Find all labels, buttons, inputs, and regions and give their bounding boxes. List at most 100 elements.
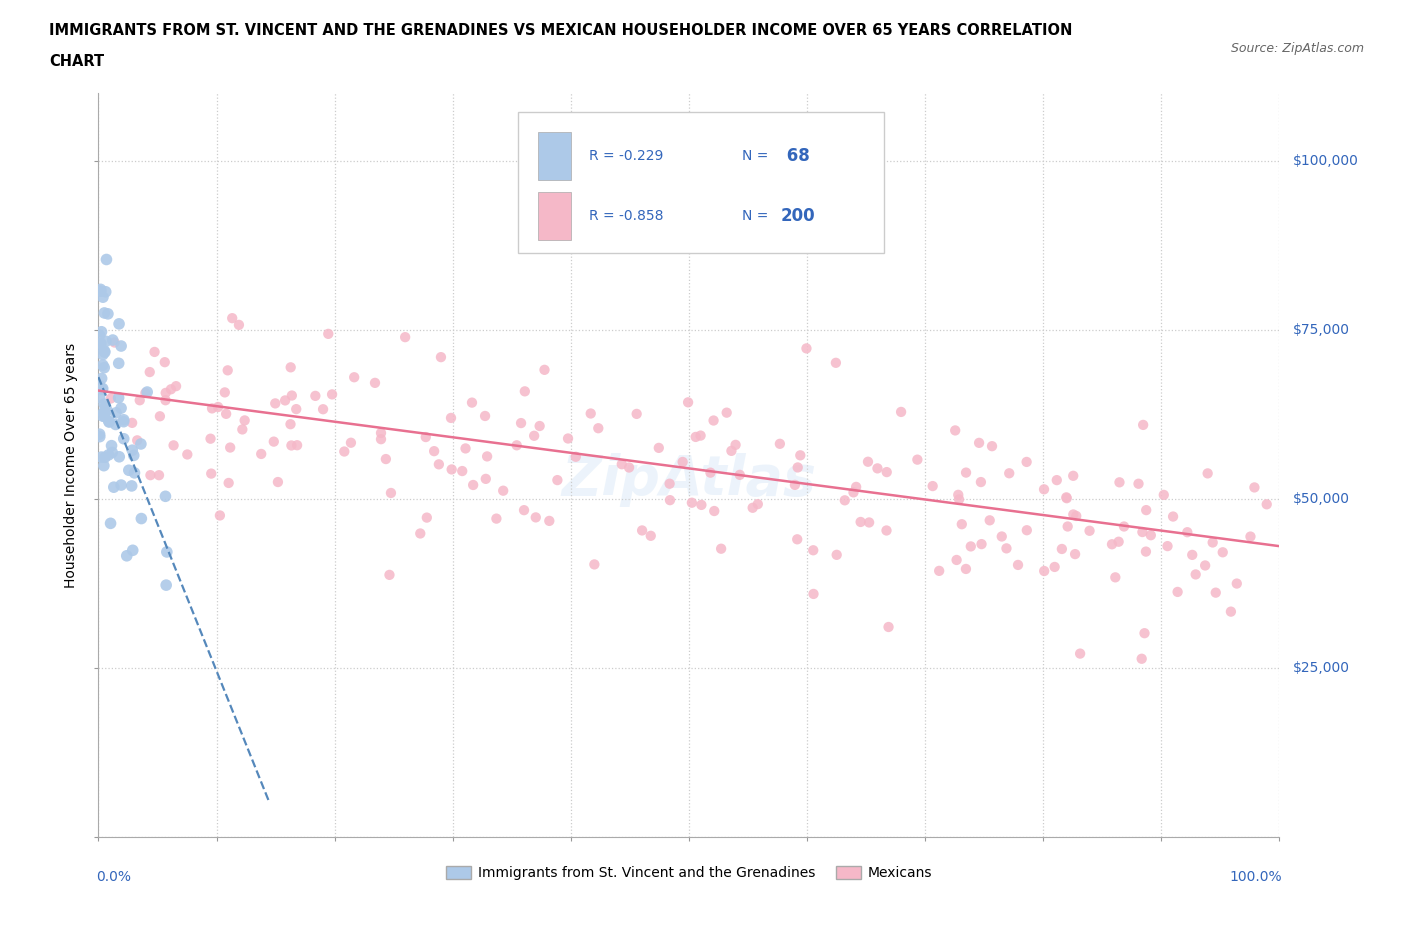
Point (93, 344, 115, 359)
Point (801, 543, 824, 558)
Point (304, 389, 326, 404)
FancyBboxPatch shape (517, 112, 884, 253)
Point (995, 541, 1018, 556)
Point (710, 541, 733, 556)
Point (217, 363, 239, 378)
Point (394, 330, 416, 345)
Point (928, 564, 950, 578)
Point (94, 450, 117, 465)
Point (1015, 523, 1038, 538)
Point (747, 497, 769, 512)
Point (103, 480, 125, 495)
Point (533, 363, 555, 378)
Point (1056, 491, 1078, 506)
Point (825, 355, 848, 370)
Point (155, 392, 177, 407)
Point (945, 552, 967, 567)
Point (979, 512, 1001, 527)
Point (440, 410, 463, 425)
Point (228, 317, 250, 332)
Point (557, 432, 579, 446)
Point (690, 498, 713, 512)
Point (658, 476, 681, 491)
Point (492, 484, 515, 498)
Legend: Immigrants from St. Vincent and the Grenadines, Mexicans: Immigrants from St. Vincent and the Gren… (440, 860, 938, 886)
Point (703, 503, 725, 518)
Text: $75,000: $75,000 (1294, 323, 1350, 337)
Point (423, 444, 446, 458)
Point (91, 405, 114, 420)
Point (91, 290, 114, 305)
Point (219, 440, 242, 455)
Point (676, 395, 699, 410)
Point (89, 427, 111, 442)
Point (155, 489, 177, 504)
Point (970, 537, 993, 551)
Point (200, 466, 222, 481)
Point (610, 457, 633, 472)
Point (803, 587, 825, 602)
Point (1167, 584, 1189, 599)
Point (108, 316, 131, 331)
Point (943, 423, 966, 438)
Point (124, 465, 146, 480)
Point (1161, 509, 1184, 524)
Point (1108, 475, 1130, 490)
Point (96, 252, 118, 267)
Point (1062, 507, 1084, 522)
Point (1128, 476, 1150, 491)
Point (631, 523, 654, 538)
Text: 200: 200 (782, 206, 815, 225)
Text: CHART: CHART (49, 54, 104, 69)
Point (380, 485, 402, 500)
Point (250, 446, 273, 461)
Point (233, 413, 256, 428)
Point (160, 382, 183, 397)
Point (90, 325, 112, 339)
Point (845, 480, 868, 495)
Point (378, 567, 401, 582)
Point (1130, 651, 1153, 666)
Point (849, 514, 872, 529)
Point (370, 432, 392, 446)
Point (513, 503, 536, 518)
Point (165, 379, 187, 393)
Point (89, 379, 111, 393)
Point (1033, 482, 1056, 497)
Point (427, 457, 450, 472)
Point (970, 474, 993, 489)
Point (524, 510, 547, 525)
Point (786, 460, 808, 475)
Point (91, 382, 114, 397)
Point (93, 397, 115, 412)
Point (104, 405, 127, 420)
Point (127, 432, 149, 447)
Point (1054, 490, 1077, 505)
Point (648, 441, 671, 456)
Point (91, 358, 114, 373)
Point (1135, 544, 1157, 559)
Point (134, 386, 156, 401)
Point (416, 511, 439, 525)
Point (699, 465, 721, 480)
Point (1205, 585, 1227, 600)
Point (659, 493, 682, 508)
Point (825, 548, 848, 563)
Point (122, 448, 145, 463)
Point (90, 371, 112, 386)
Point (121, 478, 143, 493)
Point (121, 543, 143, 558)
Text: $50,000: $50,000 (1294, 492, 1350, 506)
Point (101, 333, 124, 348)
Text: $100,000: $100,000 (1294, 153, 1360, 167)
Point (538, 513, 561, 528)
Point (90, 282, 112, 297)
Point (280, 417, 302, 432)
Point (1181, 548, 1204, 563)
Point (1007, 557, 1029, 572)
Point (97, 414, 120, 429)
Point (741, 500, 763, 515)
Point (1108, 535, 1130, 550)
Point (118, 463, 141, 478)
Point (110, 401, 132, 416)
